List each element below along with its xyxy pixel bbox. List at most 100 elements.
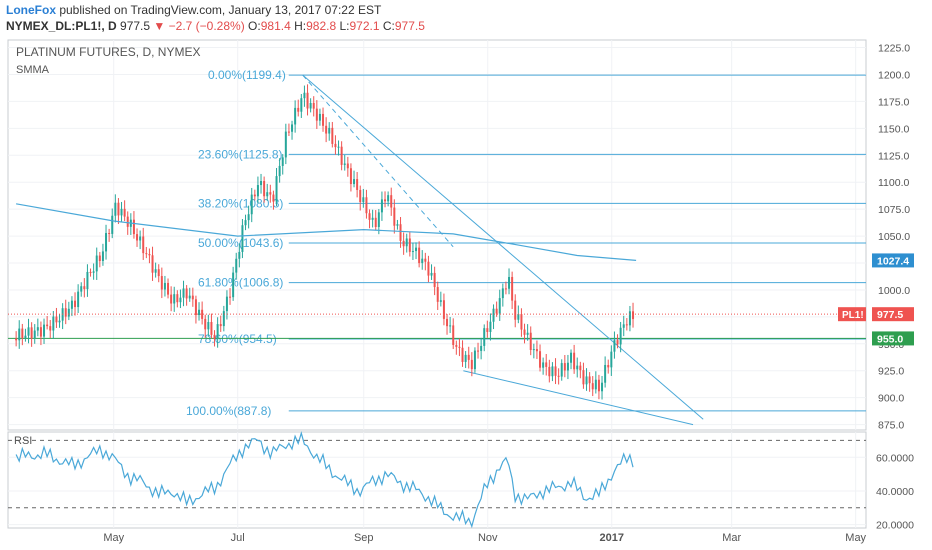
candle-body [415, 247, 418, 252]
candle-body [43, 324, 46, 337]
candle-body [67, 308, 70, 317]
candle-body [325, 125, 328, 134]
candle-body [269, 192, 272, 195]
candle-body [191, 295, 194, 300]
candle-body [132, 219, 135, 235]
fib-level-label: 0.00%(1199.4) [208, 68, 286, 82]
candle-body [219, 324, 222, 327]
candle-body [15, 338, 18, 341]
candle-body [188, 295, 191, 299]
candle-body [247, 214, 250, 221]
candle-body [368, 213, 371, 220]
candle-body [216, 324, 219, 340]
publisher-name[interactable]: LoneFox [6, 3, 56, 17]
high-label: H: [294, 19, 307, 33]
candle-body [145, 253, 148, 255]
candle-body [449, 325, 452, 327]
y-tick-label: 1100.0 [878, 177, 909, 189]
candle-body [384, 199, 387, 202]
x-tick-label: 2017 [599, 532, 623, 544]
candle-body [30, 327, 33, 339]
candle-body [281, 157, 284, 166]
candle-body [545, 362, 548, 367]
candle-body [300, 98, 303, 112]
price-pane[interactable]: 1225.0 1200.0 1175.0 1150.0 1125.0 1100.0 1075… [7, 39, 914, 432]
candle-body [349, 168, 352, 185]
close-value: 977.5 [394, 19, 425, 33]
candle-body [526, 332, 529, 335]
candle-body [86, 271, 89, 290]
rsi-tick-label: 60.0000 [876, 452, 914, 464]
candle-body [49, 326, 52, 331]
candle-body [489, 321, 492, 332]
candle-body [356, 179, 359, 190]
candle-body [111, 215, 114, 234]
close-label: C: [382, 19, 395, 33]
candle-body [523, 329, 526, 335]
candle-body [117, 202, 120, 216]
candle-body [399, 224, 402, 241]
candle-body [315, 108, 318, 121]
x-tick-label: May [845, 532, 866, 544]
candle-body [557, 375, 560, 377]
candle-body [55, 316, 58, 323]
candle-body [27, 327, 30, 336]
symbol-label: NYMEX_DL:PL1!, D [6, 19, 117, 33]
candle-body [58, 320, 61, 323]
x-tick-label: Sep [354, 532, 374, 544]
candle-body [157, 269, 160, 277]
trendline [302, 74, 704, 420]
candle-body [393, 207, 396, 226]
candle-body [318, 113, 321, 121]
candle-body [495, 308, 498, 314]
candle-body [176, 294, 179, 303]
candle-body [483, 328, 486, 346]
y-tick-label: 1150.0 [878, 123, 909, 135]
candle-body [467, 354, 470, 360]
candle-body [126, 216, 129, 227]
y-tick-label: 1050.0 [878, 231, 910, 243]
candle-body [275, 176, 278, 202]
candle-body [98, 255, 101, 262]
candle-body [198, 309, 201, 316]
candle-body [377, 212, 380, 228]
last-price-tag: 977.5 [877, 309, 903, 321]
y-tick-label: 925.0 [878, 366, 904, 378]
support-value-tag-bg [872, 331, 914, 346]
low-value: 972.1 [349, 19, 380, 33]
candle-body [256, 185, 259, 197]
trendline [463, 370, 694, 426]
candle-body [613, 340, 616, 352]
candle-body [92, 271, 95, 273]
candle-body [39, 327, 42, 337]
candle-body [163, 282, 166, 290]
candle-body [446, 318, 449, 327]
candle-body [628, 311, 631, 326]
ohlc-line: NYMEX_DL:PL1!, D 977.5 ▼ −2.7 (−0.28%) O… [6, 19, 425, 33]
y-tick-label: 875.0 [878, 420, 904, 432]
change-value: −2.7 (−0.28%) [168, 19, 245, 33]
indicator-label: SMMA [16, 64, 50, 76]
y-tick-label: 1200.0 [878, 69, 910, 81]
candle-body [222, 311, 225, 327]
candle-body [343, 163, 346, 165]
rsi-pane[interactable]: 60.0000 40.0000 20.0000 RSI [7, 431, 914, 532]
candle-body [601, 382, 604, 392]
rsi-line [15, 431, 634, 529]
candle-body [585, 376, 588, 385]
candle-body [204, 318, 207, 330]
candle-body [160, 276, 163, 290]
candle-body [278, 165, 281, 177]
y-tick-label: 900.0 [878, 393, 904, 405]
candle-body [480, 345, 483, 351]
candle-body [312, 102, 315, 109]
candle-body [244, 220, 247, 226]
candle-body [297, 107, 300, 112]
candle-body [579, 365, 582, 371]
candle-body [182, 288, 185, 298]
candle-body [461, 347, 464, 362]
candle-body [77, 291, 80, 308]
candle-body [380, 199, 383, 213]
candle-body [535, 349, 538, 352]
